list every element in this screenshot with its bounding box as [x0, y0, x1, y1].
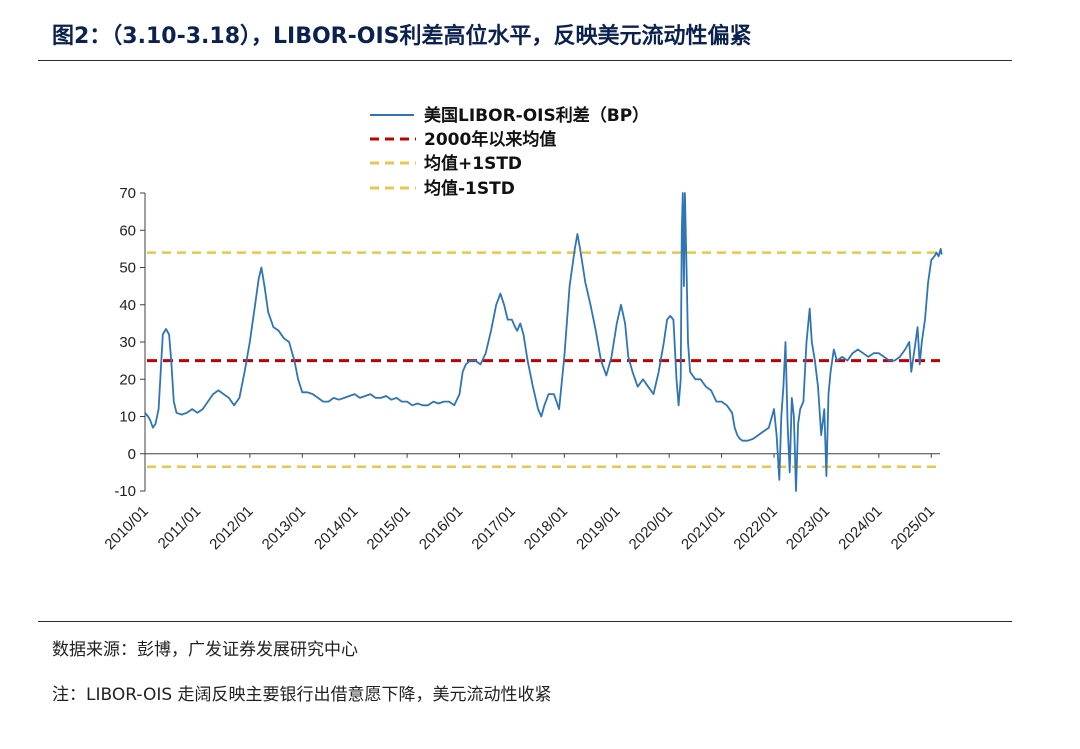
x-tick-label: 2020/01 [626, 503, 676, 553]
y-tick-label: 20 [119, 371, 136, 388]
x-tick-label: 2013/01 [259, 503, 309, 553]
x-tick-label: 2010/01 [101, 503, 151, 553]
y-tick-label: -10 [114, 483, 136, 500]
y-tick-label: 40 [119, 297, 136, 314]
x-tick-label: 2012/01 [206, 503, 256, 553]
y-tick-label: 70 [119, 185, 136, 202]
legend-label: 2000年以来均值 [424, 129, 556, 150]
x-tick-label: 2019/01 [573, 503, 623, 553]
x-tick-label: 2024/01 [835, 503, 885, 553]
x-tick-label: 2017/01 [468, 503, 518, 553]
y-tick-label: 0 [128, 446, 136, 463]
data-source: 数据来源：彭博，广发证券发展研究中心 [52, 640, 358, 660]
x-tick-label: 2023/01 [783, 503, 833, 553]
legend-label: 均值-1STD [424, 178, 515, 199]
footer-rule [38, 621, 1012, 622]
legend-label: 美国LIBOR-OIS利差（BP） [424, 105, 649, 126]
x-tick-label: 2011/01 [155, 503, 205, 553]
x-tick-label: 2021/01 [678, 503, 728, 553]
y-tick-label: 10 [119, 409, 136, 426]
x-tick-label: 2018/01 [521, 503, 571, 553]
footnote: 注：LIBOR-OIS 走阔反映主要银行出借意愿下降，美元流动性收紧 [52, 685, 552, 705]
legend-label: 均值+1STD [424, 153, 522, 174]
figure-title: 图2：（3.10-3.18），LIBOR-OIS利差高位水平，反映美元流动性偏紧 [52, 24, 752, 49]
spread-series-line [144, 192, 943, 492]
y-tick-label: 30 [119, 334, 136, 351]
x-tick-label: 2015/01 [364, 503, 414, 553]
x-tick-label: 2022/01 [730, 503, 780, 553]
y-tick-label: 60 [119, 222, 136, 239]
x-tick-label: 2014/01 [311, 503, 361, 553]
x-tick-label: 2016/01 [416, 503, 466, 553]
x-tick-label: 2025/01 [888, 503, 938, 553]
y-tick-label: 50 [119, 260, 136, 277]
header-rule [38, 60, 1012, 61]
